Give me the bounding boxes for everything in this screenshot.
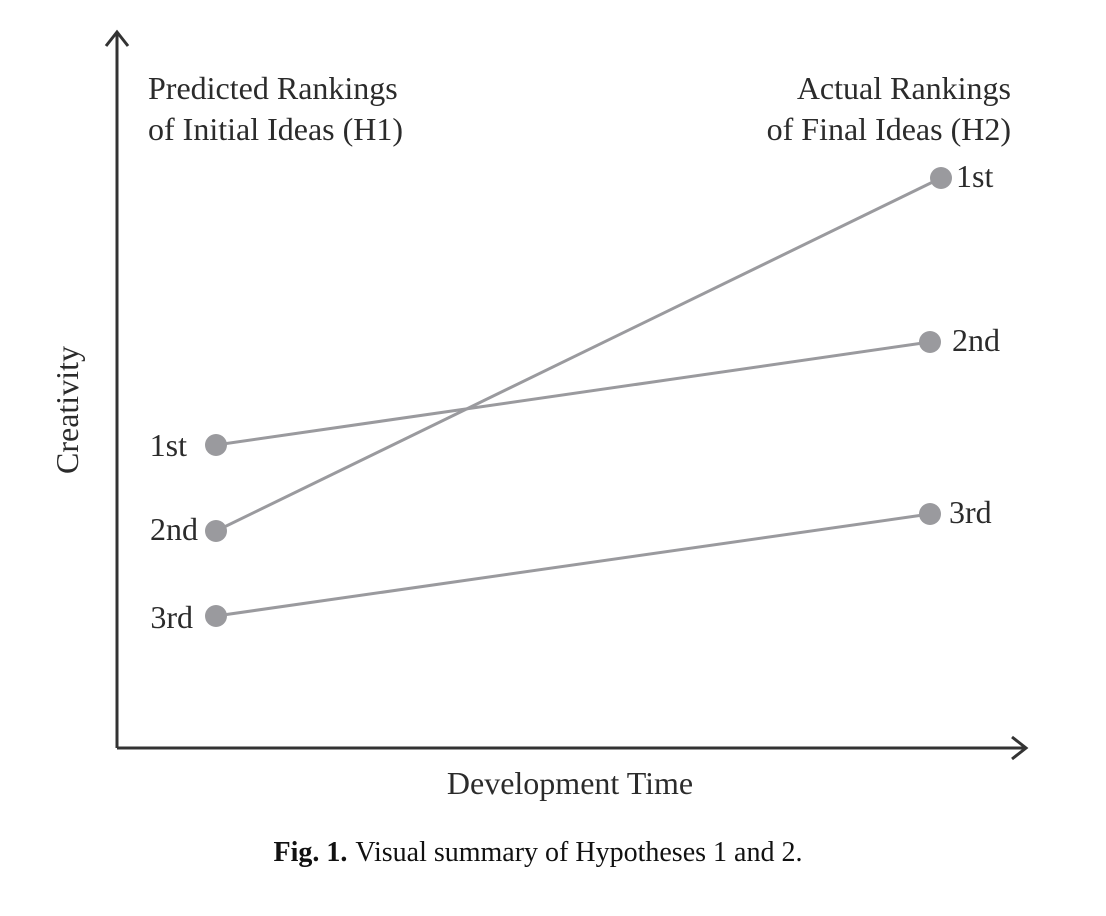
rank-line	[215, 512, 931, 618]
initial-point	[205, 520, 227, 542]
caption-label: Fig. 1.	[274, 837, 348, 868]
final-point	[919, 503, 941, 525]
x-axis-label: Development Time	[447, 765, 693, 801]
initial-rank-label: 1st	[150, 427, 187, 463]
x-axis	[117, 735, 1029, 761]
final-rank-label: 3rd	[949, 494, 992, 530]
y-axis	[104, 29, 130, 748]
initial-rank-label: 2nd	[150, 511, 198, 547]
final-point	[919, 331, 941, 353]
final-rank-label: 1st	[956, 158, 993, 194]
right-header: of Final Ideas (H2)	[767, 111, 1011, 147]
initial-rank-label: 3rd	[150, 599, 193, 635]
left-header: of Initial Ideas (H1)	[148, 111, 403, 147]
rank-line	[215, 176, 942, 533]
caption-text: Visual summary of Hypotheses 1 and 2.	[355, 837, 802, 868]
y-axis-label: Creativity	[49, 346, 85, 474]
initial-point	[205, 434, 227, 456]
rank-line	[215, 340, 931, 447]
caption: Fig. 1. Visual summary of Hypotheses 1 an…	[274, 837, 803, 868]
right-header: Actual Rankings	[797, 70, 1011, 106]
initial-point	[205, 605, 227, 627]
final-rank-label: 2nd	[952, 322, 1000, 358]
final-point	[930, 167, 952, 189]
left-header: Predicted Rankings	[148, 70, 398, 106]
